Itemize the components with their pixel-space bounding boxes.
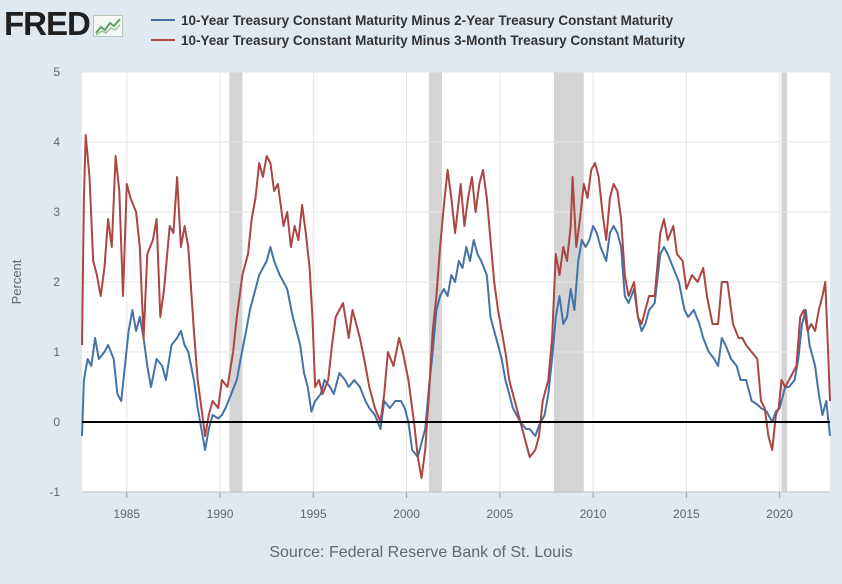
y-tick-label: 0 [53,415,60,429]
line-chart[interactable]: -1 0 1 2 3 4 5 1985 1990 1995 2000 2005 2010 2015 2020… [0,60,842,544]
legend-label-3m: 10-Year Treasury Constant Maturity Minus… [181,32,686,48]
x-tick-label: 1985 [113,507,140,521]
source-caption: Source: Federal Reserve Bank of St. Loui… [269,544,573,561]
y-tick-label: 5 [53,65,60,79]
logo-text: FRED [4,5,91,42]
fred-logo[interactable]: FRED [4,5,123,42]
x-tick-label: 1990 [207,507,234,521]
x-tick-label: 2020 [766,507,793,521]
x-tick-label: 2015 [673,507,700,521]
x-tick-label: 2000 [393,507,420,521]
x-tick-label: 1995 [300,507,327,521]
series-line-10y-minus-2y [81,225,831,458]
chart-header: FRED 10-Year Treasury Constant Maturity … [0,0,842,60]
y-axis-label: Percent [9,259,24,304]
x-tick-label: 2005 [486,507,513,521]
legend-item-3m[interactable]: 10-Year Treasury Constant Maturity Minus… [151,31,685,49]
x-tick-label: 2010 [580,507,607,521]
y-tick-label: 2 [53,275,60,289]
series-line-10y-minus-3m [81,134,831,479]
y-tick-label: -1 [49,485,60,499]
y-tick-label: 4 [53,135,60,149]
plot-area: -1 0 1 2 3 4 5 1985 1990 1995 2000 2005 2010 2015 2020 [49,65,831,521]
legend-swatch-3m [151,39,175,41]
y-tick-label: 1 [53,345,60,359]
legend-label-2y: 10-Year Treasury Constant Maturity Minus… [181,12,674,28]
chart-trend-icon [92,15,123,37]
y-tick-label: 3 [53,205,60,219]
legend-item-2y[interactable]: 10-Year Treasury Constant Maturity Minus… [151,11,673,29]
legend-swatch-2y [151,19,175,21]
